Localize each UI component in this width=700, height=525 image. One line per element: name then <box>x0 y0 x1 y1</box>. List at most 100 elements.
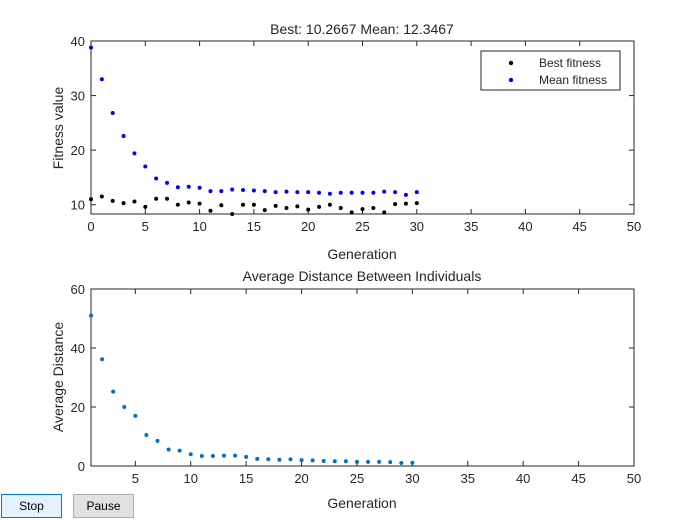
point-average-distance <box>122 405 127 409</box>
distance-plot-title: Average Distance Between Individuals <box>243 268 482 284</box>
point-best-fitness <box>414 201 419 206</box>
x-tick-label: 15 <box>247 219 261 234</box>
x-tick-label: 50 <box>627 219 641 234</box>
distance-plot-xlabel: Generation <box>327 495 396 511</box>
fitness-plot-xlabel: Generation <box>327 246 396 262</box>
distance-plot: 5 10 15 20 25 30 35 40 45 50 0 20 40 60 Average Dista… <box>50 268 641 511</box>
x-tick-label: 25 <box>355 219 369 234</box>
point-mean-fitness <box>382 189 387 194</box>
y-tick-label: 60 <box>71 282 85 297</box>
point-average-distance <box>177 448 182 453</box>
point-mean-fitness <box>230 187 235 192</box>
y-tick-label: 30 <box>71 89 85 104</box>
y-tick-label: 40 <box>71 341 85 356</box>
point-average-distance <box>221 453 226 458</box>
point-best-fitness <box>306 207 311 212</box>
y-tick-label: 20 <box>71 400 85 415</box>
point-mean-fitness <box>165 180 170 185</box>
point-mean-fitness <box>89 45 93 50</box>
point-best-fitness <box>154 196 159 201</box>
y-tick-label: 40 <box>71 34 85 49</box>
point-best-fitness <box>349 210 354 215</box>
x-tick-label: 35 <box>461 471 475 486</box>
point-average-distance <box>188 452 193 457</box>
point-best-fitness <box>360 207 365 212</box>
point-best-fitness <box>110 198 115 203</box>
x-tick-label: 40 <box>516 471 530 486</box>
point-mean-fitness <box>317 190 322 195</box>
point-average-distance <box>354 459 359 464</box>
point-best-fitness <box>262 208 267 213</box>
point-average-distance <box>410 460 415 465</box>
legend-label-mean-fitness: Mean fitness <box>539 73 607 87</box>
point-mean-fitness <box>327 191 332 196</box>
point-average-distance <box>388 460 393 465</box>
point-mean-fitness <box>99 77 104 82</box>
point-average-distance <box>321 458 326 463</box>
point-average-distance <box>399 461 404 466</box>
point-mean-fitness <box>414 190 419 195</box>
point-average-distance <box>277 457 282 462</box>
point-mean-fitness <box>295 190 300 195</box>
point-best-fitness <box>165 196 170 201</box>
x-tick-label: 45 <box>572 219 586 234</box>
stop-button[interactable]: Stop <box>1 494 62 518</box>
point-best-fitness <box>175 202 180 207</box>
point-best-fitness <box>338 205 343 210</box>
point-best-fitness <box>273 203 278 208</box>
point-mean-fitness <box>154 176 159 181</box>
point-mean-fitness <box>110 111 115 116</box>
point-mean-fitness <box>284 189 289 194</box>
point-mean-fitness <box>251 188 256 193</box>
point-mean-fitness <box>121 133 126 138</box>
point-best-fitness <box>317 204 322 209</box>
point-mean-fitness <box>360 190 365 195</box>
point-mean-fitness <box>208 189 213 194</box>
point-best-fitness <box>197 201 202 206</box>
point-mean-fitness <box>175 185 180 190</box>
distance-plot-ticks: 5 10 15 20 25 30 35 40 45 50 0 20 40 60 <box>71 282 642 486</box>
x-tick-label: 15 <box>239 471 253 486</box>
point-best-fitness <box>403 201 408 206</box>
point-average-distance <box>155 438 160 443</box>
legend-marker-mean-fitness <box>508 77 514 83</box>
x-tick-label: 30 <box>410 219 424 234</box>
fitness-plot-ylabel: Fitness value <box>50 87 66 170</box>
point-average-distance <box>144 433 149 438</box>
x-tick-label: 5 <box>132 471 139 486</box>
x-tick-label: 30 <box>405 471 419 486</box>
x-tick-label: 50 <box>627 471 641 486</box>
x-tick-label: 25 <box>350 471 364 486</box>
point-mean-fitness <box>241 187 246 192</box>
fitness-plot-points <box>89 45 419 216</box>
fitness-legend-box <box>480 50 621 91</box>
point-best-fitness <box>327 202 332 207</box>
pause-button[interactable]: Pause <box>73 494 134 518</box>
point-mean-fitness <box>197 185 202 190</box>
point-average-distance <box>100 357 105 362</box>
point-average-distance <box>310 458 315 463</box>
point-mean-fitness <box>338 190 343 195</box>
point-best-fitness <box>251 202 256 207</box>
point-mean-fitness <box>143 164 148 169</box>
point-best-fitness <box>143 204 148 209</box>
x-tick-label: 0 <box>87 219 94 234</box>
point-mean-fitness <box>219 189 224 194</box>
distance-plot-axes-box <box>90 288 635 467</box>
point-best-fitness <box>186 200 191 205</box>
point-best-fitness <box>284 205 289 210</box>
x-tick-label: 10 <box>192 219 206 234</box>
point-best-fitness <box>230 212 235 216</box>
x-tick-label: 40 <box>518 219 532 234</box>
point-average-distance <box>199 453 204 458</box>
fitness-plot-ticks: 0 5 10 15 20 25 30 35 40 45 50 10 20 30 40 <box>71 34 642 234</box>
x-tick-label: 20 <box>294 471 308 486</box>
point-average-distance <box>244 454 249 459</box>
point-average-distance <box>299 458 304 463</box>
fitness-plot-title: Best: 10.2667 Mean: 12.3467 <box>270 21 454 37</box>
point-average-distance <box>377 459 382 464</box>
point-mean-fitness <box>349 190 354 195</box>
point-mean-fitness <box>371 190 376 195</box>
legend-label-best-fitness: Best fitness <box>539 56 601 70</box>
